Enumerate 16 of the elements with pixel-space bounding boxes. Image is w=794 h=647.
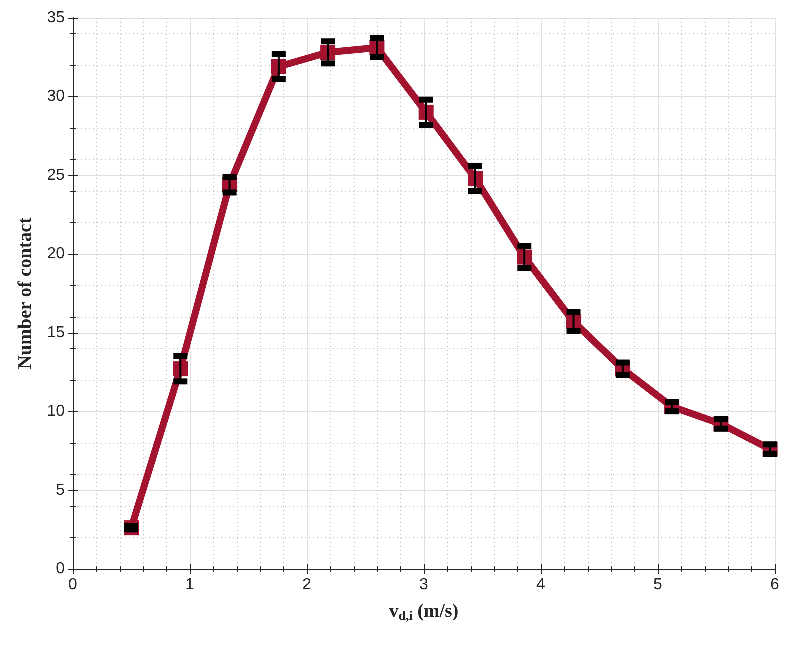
x-tick-label: 6 bbox=[770, 576, 780, 594]
y-axis-title: Number of contact bbox=[15, 217, 36, 370]
y-tick-label: 10 bbox=[47, 403, 66, 420]
x-tick-label: 5 bbox=[654, 576, 663, 594]
x-tick-label: 1 bbox=[186, 576, 195, 594]
y-tick-label: 25 bbox=[47, 166, 66, 184]
x-tick-label: 4 bbox=[536, 576, 546, 594]
y-tick-label: 30 bbox=[47, 88, 66, 106]
x-tick-label: 0 bbox=[68, 576, 78, 594]
x-tick-label: 2 bbox=[302, 576, 312, 594]
x-tick-label: 3 bbox=[420, 576, 429, 594]
y-tick-label: 35 bbox=[47, 10, 66, 26]
y-tick-label: 15 bbox=[47, 324, 66, 342]
y-tick-label: 5 bbox=[56, 482, 66, 499]
y-tick-label: 0 bbox=[56, 560, 66, 578]
y-tick-label: 20 bbox=[47, 246, 66, 263]
